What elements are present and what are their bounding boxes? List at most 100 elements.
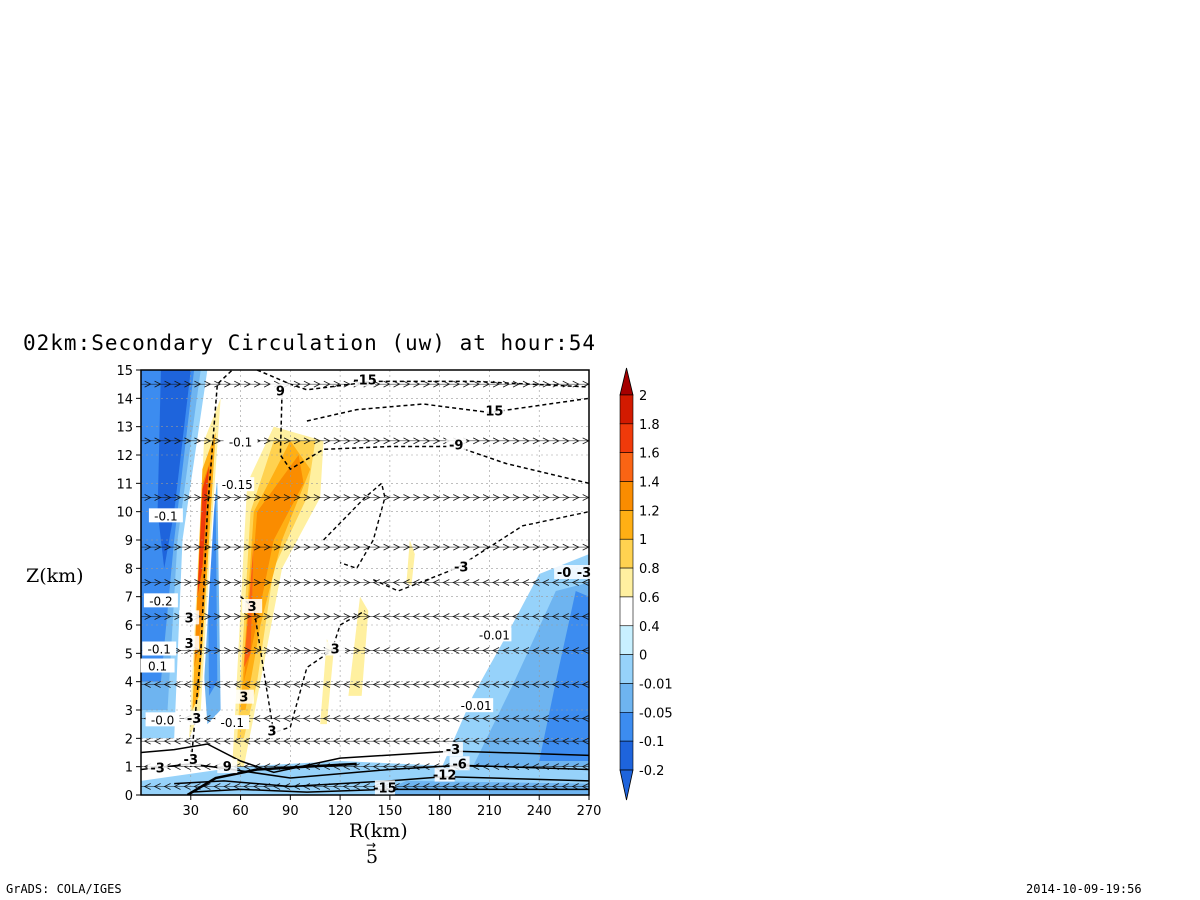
contour-label: -12 (433, 769, 457, 784)
contour-minus15-top (256, 370, 589, 391)
contour-label-bg (270, 383, 291, 398)
colorbar-tick-label: 1.2 (639, 504, 660, 519)
colorbar-tick-label: -0.2 (639, 764, 664, 779)
x-tick-label: 120 (328, 804, 353, 819)
contour-label: 3 (331, 643, 340, 658)
shade-weak-3 (406, 540, 415, 586)
contour-label: 9 (223, 760, 232, 775)
colorbar-tick-label: -0.01 (639, 677, 673, 692)
y-tick-label: 8 (125, 562, 133, 577)
colorbar-tick-label: 1.4 (639, 476, 660, 491)
shading-label: -0.1 (154, 509, 177, 523)
contour-label: -3 (184, 753, 198, 768)
contour-label-bg (325, 641, 346, 656)
shading-label-bg (220, 477, 255, 492)
contour-label-bg (180, 752, 201, 766)
footer-credit: GrADS: COLA/IGES (6, 882, 122, 896)
shade-up2-1 (240, 440, 311, 710)
contour-label-bg (374, 780, 395, 795)
contour-3-lower (240, 596, 366, 734)
colorbar-swatch (619, 683, 634, 713)
shading-label-bg (145, 712, 180, 727)
colorbar-swatch (619, 510, 634, 540)
colorbar-top-arrow (619, 367, 634, 396)
y-tick-label: 11 (116, 477, 133, 492)
y-axis-label: Z(km) (26, 565, 84, 587)
shading-label-bg (140, 658, 175, 673)
y-tick-label: 4 (125, 676, 133, 691)
colorbar-swatch (619, 654, 634, 684)
y-tick-label: 5 (125, 647, 133, 662)
shade-up2-12 (243, 455, 304, 682)
colorbar-swatch (619, 740, 634, 771)
contour-label-bg (184, 710, 205, 725)
contour-label: -0 (557, 566, 571, 581)
contour-eyewall-3 (190, 370, 233, 767)
contour-label-bg (262, 723, 283, 738)
colorbar-swatch (619, 567, 634, 598)
y-tick-label: 10 (116, 506, 133, 521)
colorbar-swatch (619, 452, 634, 482)
x-tick-label: 90 (282, 804, 299, 819)
contour-lines (141, 370, 589, 795)
contour-label: 9 (276, 385, 285, 400)
vector-reference-arrow-icon: → (366, 838, 377, 852)
colorbar-swatch (619, 538, 634, 569)
shading-label: -0.01 (461, 699, 492, 713)
shading-label-bg (148, 508, 183, 523)
y-tick-label: 2 (125, 732, 133, 747)
contour-label: -3 (577, 566, 591, 581)
contour-label-bg (179, 635, 200, 650)
contour-minus12 (174, 775, 589, 788)
contour-label: 3 (239, 691, 248, 706)
x-tick-label: 240 (527, 804, 552, 819)
y-tick-label: 6 (125, 619, 133, 634)
shading-label: -0.1 (229, 436, 252, 450)
x-axis-ticks: 30 60 90 120 150 180 210 240 270 (183, 795, 601, 819)
contour-label: 15 (485, 405, 503, 420)
contour-label: -9 (449, 439, 463, 454)
shade-up1-16 (197, 466, 210, 597)
shading-label-bg (459, 698, 494, 713)
contour-label-bg (442, 742, 463, 757)
contour-label: 3 (268, 725, 277, 740)
y-tick-label: 7 (125, 591, 133, 606)
y-tick-label: 15 (116, 364, 133, 379)
contour-label: -3 (454, 560, 468, 575)
y-tick-label: 12 (116, 449, 133, 464)
contour-label: -3 (446, 743, 460, 758)
y-tick-label: 9 (125, 534, 133, 549)
chart-title: 02km:Secondary Circulation (uw) at hour:… (23, 331, 597, 355)
colorbar-tick-label: 1.8 (639, 418, 660, 433)
x-tick-label: 60 (232, 804, 249, 819)
colorbar-tick-label: 0 (639, 649, 647, 664)
x-tick-label: 210 (477, 804, 502, 819)
contour-label-bg (574, 565, 595, 579)
shading-label-bg (215, 715, 250, 730)
contour-label: 3 (185, 611, 194, 626)
contour-minus3-mid (373, 510, 589, 592)
contour-label: 3 (248, 600, 257, 615)
contour-label-bg (179, 610, 200, 625)
colorbar-swatch (619, 394, 634, 425)
shading-label-bg (477, 627, 512, 642)
colorbar-swatch (619, 712, 634, 742)
colorbar-tick-label: 1.6 (639, 447, 660, 462)
contour-label: -3 (187, 712, 201, 727)
colorbar: 2 1.8 1.6 1.4 1.2 1 0.8 0.6 0.4 0 -0.01 -0.05 -0.1 -0… (619, 367, 673, 801)
y-tick-label: 1 (125, 761, 133, 776)
y-tick-label: 14 (116, 392, 133, 407)
colorbar-tick-label: -0.1 (639, 735, 664, 750)
contour-label-bg (449, 756, 470, 771)
contour-label: 3 (185, 637, 194, 652)
contour-label: -3 (150, 762, 164, 777)
shading-label-bg (143, 593, 178, 608)
vector-reference-value: 5 (366, 846, 379, 868)
contour-label-bg (147, 760, 168, 775)
shading-label: 0.1 (148, 660, 167, 674)
contour-label-bg (434, 767, 455, 782)
contour-loop (323, 482, 386, 570)
shading-label-bg (223, 434, 258, 449)
